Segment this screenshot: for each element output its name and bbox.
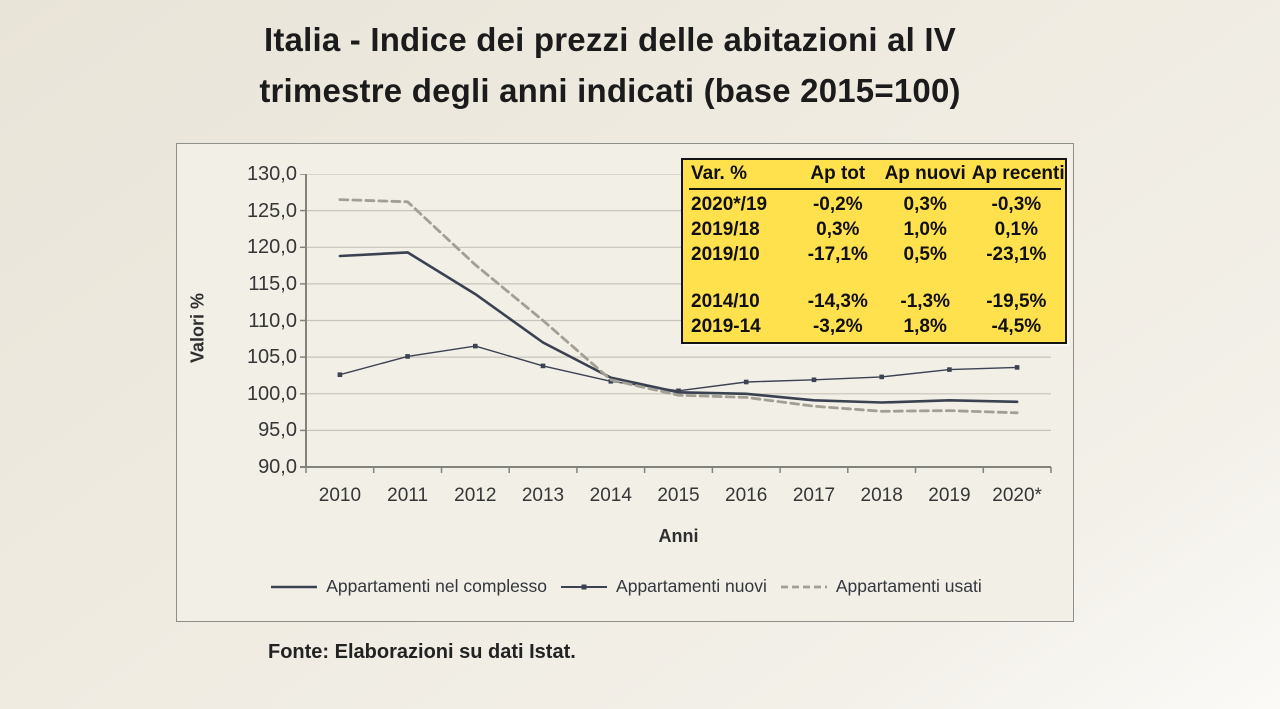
chart-title: Italia - Indice dei prezzi delle abitazi… bbox=[0, 14, 1220, 116]
x-tick-label: 2018 bbox=[860, 485, 903, 506]
x-tick-label: 2011 bbox=[387, 485, 429, 506]
table-cell-value: -0,2% bbox=[812, 194, 863, 215]
table-cell-value: -17,1% bbox=[807, 244, 868, 265]
chart-frame: Valori % 130,0 125,0 120,0 115,0 110,0 105,0 1… bbox=[176, 143, 1074, 622]
y-tick-label: 125,0 bbox=[246, 199, 297, 222]
table-cell-value: 0,3% bbox=[903, 194, 947, 215]
chart-title-line2: trimestre degli anni indicati (base 2015… bbox=[259, 72, 961, 110]
legend-label: Appartamenti usati bbox=[835, 576, 982, 596]
x-tick-label: 2014 bbox=[589, 485, 632, 506]
table-cell-value: -1,3% bbox=[900, 291, 951, 312]
table-row: 2019/18 0,3% 1,0% 0,1% bbox=[689, 217, 1061, 242]
table-cell-value: -23,1% bbox=[986, 244, 1047, 265]
table-cell-period: 2019-14 bbox=[691, 316, 761, 337]
x-tick-label: 2010 bbox=[318, 485, 362, 506]
legend-line-sample bbox=[780, 585, 827, 588]
table-cell-value: -0,3% bbox=[991, 194, 1042, 215]
y-tick-label: 110,0 bbox=[248, 309, 297, 332]
x-axis-title: Anni bbox=[658, 526, 699, 546]
legend-label: Appartamenti nuovi bbox=[616, 576, 767, 596]
table-row: 2014/10 -14,3% -1,3% -19,5% bbox=[689, 289, 1061, 314]
table-cell-period: 2014/10 bbox=[691, 291, 760, 312]
legend: Appartamenti nel complesso Appartamenti n… bbox=[177, 576, 1075, 597]
source-note: Fonte: Elaborazioni su dati Istat. bbox=[268, 641, 576, 663]
table-header-row: Var. % Ap tot Ap nuovi Ap recenti bbox=[689, 161, 1065, 190]
table-header-ap-recenti: Ap recenti bbox=[971, 163, 1065, 184]
y-tick-label: 115,0 bbox=[248, 272, 297, 295]
table-row: 2019/10 -17,1% 0,5% -23,1% bbox=[689, 242, 1061, 267]
y-tick-label: 90,0 bbox=[258, 456, 297, 478]
x-tick-label: 2019 bbox=[928, 485, 971, 506]
y-tick-label: 95,0 bbox=[258, 419, 297, 442]
x-tick-label: 2020* bbox=[992, 485, 1042, 506]
table-cell-value: 1,8% bbox=[903, 316, 947, 337]
legend-item: Appartamenti nel complesso bbox=[270, 576, 547, 597]
x-tick-label: 2017 bbox=[792, 485, 836, 506]
table-cell-value: 0,1% bbox=[994, 219, 1038, 240]
legend-line-sample bbox=[271, 585, 318, 588]
x-tick-label: 2016 bbox=[725, 485, 768, 506]
table-header-ap-nuovi: Ap nuovi bbox=[884, 163, 966, 184]
chart-title-line1: Italia - Indice dei prezzi delle abitazi… bbox=[264, 21, 956, 58]
table-cell-value: -3,2% bbox=[812, 316, 863, 337]
table-row: 2019-14 -3,2% 1,8% -4,5% bbox=[689, 314, 1061, 339]
table-cell-value: 0,3% bbox=[816, 219, 860, 240]
table-row bbox=[689, 267, 1061, 289]
legend-item: Appartamenti nuovi bbox=[560, 576, 767, 597]
table-cell-value: -4,5% bbox=[991, 316, 1042, 337]
variation-table: Var. % Ap tot Ap nuovi Ap recenti 2020*/… bbox=[681, 158, 1067, 344]
y-tick-label: 100,0 bbox=[246, 382, 297, 405]
legend-label: Appartamenti nel complesso bbox=[326, 576, 548, 596]
legend-item: Appartamenti usati bbox=[780, 576, 982, 597]
table-cell-period: 2019/10 bbox=[691, 244, 760, 265]
table-cell-period: 2019/18 bbox=[691, 219, 760, 240]
table-cell-value: 0,5% bbox=[903, 244, 947, 265]
legend-line-sample bbox=[561, 584, 608, 589]
table-cell-period: 2020*/19 bbox=[691, 194, 768, 215]
table-header-ap-tot: Ap tot bbox=[810, 163, 866, 184]
table-row: 2020*/19 -0,2% 0,3% -0,3% bbox=[689, 192, 1061, 217]
x-tick-label: 2013 bbox=[521, 485, 565, 506]
y-tick-label: 105,0 bbox=[246, 346, 297, 369]
variation-table-body: 2020*/19 -0,2% 0,3% -0,3% 2019/18 0,3% 1,0% 0,1… bbox=[689, 192, 1061, 339]
y-tick-label: 120,0 bbox=[246, 236, 297, 259]
x-tick-label: 2012 bbox=[454, 485, 497, 506]
table-cell-value: -14,3% bbox=[807, 291, 868, 312]
table-header-var: Var. % bbox=[691, 163, 747, 184]
y-tick-label: 130,0 bbox=[246, 163, 297, 185]
x-tick-label: 2015 bbox=[657, 485, 700, 506]
table-cell-value: -19,5% bbox=[986, 291, 1047, 312]
table-cell-value: 1,0% bbox=[903, 219, 947, 240]
